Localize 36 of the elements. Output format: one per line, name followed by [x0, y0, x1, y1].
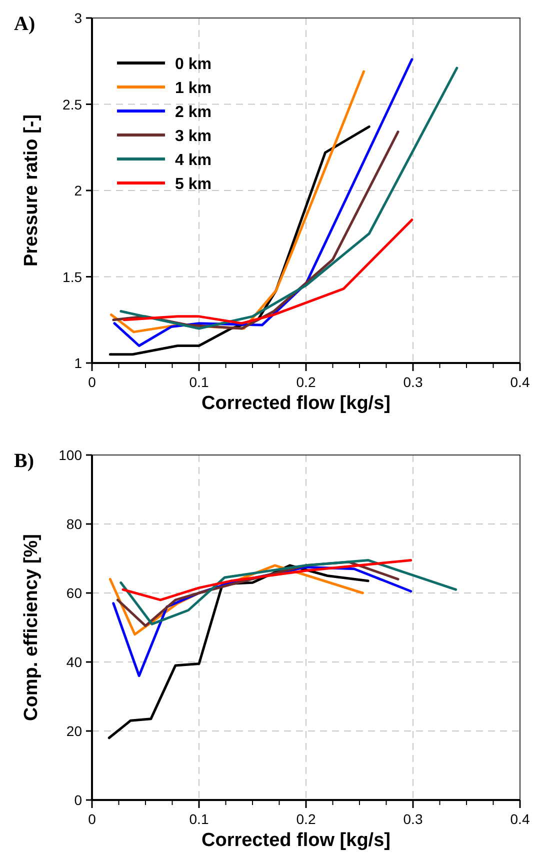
line-series: [122, 558, 412, 602]
x-tick-label: 0.4: [510, 811, 530, 827]
x-axis-title: Corrected flow [kg/s]: [202, 393, 390, 414]
line-series: [120, 558, 458, 626]
legend-label: 2 km: [175, 104, 212, 121]
y-tick-label: 2: [74, 182, 82, 198]
legend-label: 1 km: [175, 80, 212, 97]
y-tick-label: 40: [66, 654, 82, 670]
y-tick-label: 0: [74, 792, 82, 808]
legend-label: 3 km: [175, 128, 212, 145]
x-tick-label: 0.4: [510, 374, 530, 390]
y-tick-label: 60: [66, 585, 82, 601]
x-tick-label: 0.1: [189, 811, 209, 827]
x-tick-label: 0: [88, 811, 96, 827]
x-tick-label: 0.3: [403, 374, 423, 390]
x-tick-label: 0.3: [403, 811, 423, 827]
chart-title: A): [14, 13, 36, 35]
legend-label: 5 km: [175, 176, 212, 193]
y-tick-label: 1.5: [62, 268, 82, 285]
x-tick-label: 0.1: [189, 374, 209, 390]
y-tick-label: 80: [66, 516, 82, 532]
y-tick-label: 3: [74, 10, 82, 26]
y-tick-label: 20: [66, 723, 82, 739]
x-tick-label: 0: [88, 374, 96, 390]
y-tick-label: 100: [58, 447, 82, 463]
chart-title: B): [14, 450, 34, 472]
y-axis-title: Pressure ratio [-]: [21, 114, 42, 267]
x-tick-label: 0.2: [296, 374, 316, 390]
y-axis-title: Comp. efficiency [%]: [21, 534, 42, 721]
y-tick-label: 1: [74, 355, 82, 371]
line-series: [122, 218, 414, 325]
legend-label: 0 km: [175, 56, 212, 73]
x-tick-label: 0.2: [296, 811, 316, 827]
x-axis-title: Corrected flow [kg/s]: [202, 830, 390, 851]
legend-label: 4 km: [175, 152, 212, 169]
y-tick-label: 2.5: [62, 96, 82, 112]
